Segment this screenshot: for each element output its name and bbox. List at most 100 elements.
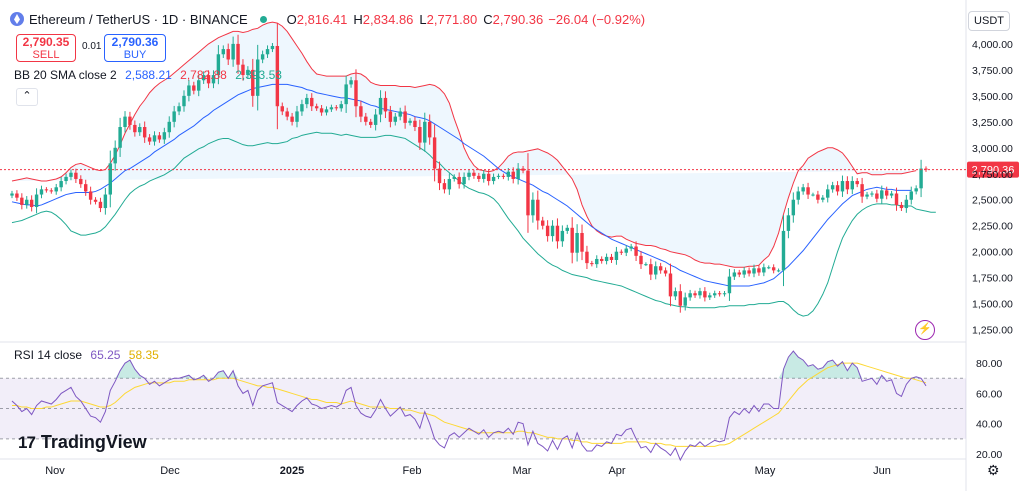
price-axis-tick: 1,500.00: [972, 299, 1013, 311]
candle-body: [123, 116, 127, 128]
candle-body: [860, 184, 864, 197]
low-value: 2,771.80: [426, 11, 478, 27]
candle-body: [604, 256, 609, 262]
candle-body: [216, 54, 221, 76]
candle-body: [619, 251, 624, 253]
candle-body: [629, 246, 633, 249]
candle-body: [34, 194, 39, 208]
candle-body: [59, 181, 63, 188]
candle-body: [54, 187, 58, 192]
candle-body: [182, 95, 186, 107]
candle-body: [25, 199, 29, 205]
candle-body: [260, 54, 265, 60]
candle-body: [668, 273, 673, 297]
tradingview-logo[interactable]: 17 TradingView: [18, 432, 147, 453]
candle-body: [300, 104, 304, 112]
candle-body: [373, 114, 378, 125]
candle-body: [157, 135, 162, 140]
bollinger-lower-line: [11, 131, 936, 317]
rsi-line: [11, 350, 927, 462]
symbol-title[interactable]: Ethereum / TetherUS · 1D · BINANCE: [29, 11, 248, 27]
candle-body: [437, 168, 442, 184]
candle-body: [364, 116, 368, 122]
candle-body: [79, 178, 83, 185]
candle-body: [226, 49, 230, 60]
candle-body: [624, 248, 628, 253]
bollinger-upper-line: [11, 21, 917, 268]
candle-body: [884, 190, 889, 196]
rsi-legend[interactable]: RSI 14 close 65.25 58.35: [14, 348, 159, 362]
candle-body: [678, 291, 683, 306]
candle-body: [285, 111, 289, 117]
candle-body: [221, 49, 226, 55]
candle-body: [531, 199, 535, 216]
lightning-icon[interactable]: ⚡: [915, 320, 935, 340]
candle-body: [172, 111, 176, 122]
candle-body: [192, 85, 196, 91]
rsi-axis-tick: 80.00: [976, 358, 1002, 370]
candle-body: [840, 181, 845, 192]
settings-gear-icon[interactable]: ⚙: [987, 462, 1000, 478]
price-axis-tick: 1,750.00: [972, 273, 1013, 285]
rsi-axis-tick: 40.00: [976, 419, 1002, 431]
candle-body: [138, 127, 142, 133]
sell-button[interactable]: 2,790.35 SELL: [16, 34, 76, 62]
symbol-header: Ethereum / TetherUS · 1D · BINANCE O 2,81…: [10, 9, 645, 29]
candle-body: [128, 116, 132, 125]
candle-body: [845, 181, 850, 190]
market-open-dot-icon: [259, 15, 267, 23]
candle-body: [614, 251, 619, 260]
currency-selector[interactable]: USDT: [968, 11, 1010, 31]
candle-body: [197, 80, 201, 91]
price-axis-tick: 3,000.00: [972, 143, 1013, 155]
candle-body: [806, 187, 810, 195]
candle-body: [305, 97, 309, 105]
open-value: 2,816.41: [296, 11, 348, 27]
candle-body: [167, 121, 171, 133]
candle-body: [39, 189, 44, 195]
candle-body: [889, 193, 894, 196]
candle-body: [658, 266, 663, 271]
candle-body: [826, 189, 830, 198]
candle-body: [206, 75, 211, 84]
candle-body: [708, 295, 712, 298]
candle-body: [776, 270, 781, 272]
buy-button[interactable]: 2,790.36 BUY: [104, 34, 166, 62]
candle-body: [865, 194, 869, 197]
candle-body: [423, 121, 427, 143]
rsi-axis-tick: 60.00: [976, 388, 1002, 400]
candle-body: [486, 173, 491, 182]
candle-body: [801, 187, 805, 192]
candle-body: [560, 230, 565, 242]
candle-body: [585, 251, 589, 264]
candle-body: [359, 106, 363, 117]
candle-body: [575, 232, 579, 253]
candle-body: [388, 111, 393, 122]
candle-body: [762, 267, 766, 273]
bollinger-legend[interactable]: BB 20 SMA close 2 2,588.21 2,782.88 2,39…: [14, 68, 282, 82]
rsi-label: RSI 14 close: [14, 348, 83, 362]
sell-price: 2,790.35: [22, 35, 70, 49]
collapse-chevron-icon[interactable]: ⌃: [16, 88, 38, 106]
candle-body: [673, 291, 678, 297]
close-label: C: [483, 11, 493, 27]
high-value: 2,834.86: [362, 11, 414, 27]
candle-body: [108, 163, 112, 195]
price-axis-tick: 4,000.00: [972, 39, 1013, 51]
candle-body: [418, 127, 422, 143]
candle-body: [462, 176, 466, 185]
time-axis-tick: May: [755, 465, 776, 477]
candle-body: [634, 246, 638, 256]
price-axis-tick: 1,250.00: [972, 325, 1013, 337]
candle-body: [187, 85, 191, 96]
candle-body: [580, 232, 584, 252]
candle-body: [771, 267, 776, 271]
candle-body: [526, 170, 530, 216]
candle-body: [349, 80, 353, 85]
candle-body: [280, 106, 284, 112]
candle-body: [354, 80, 358, 107]
candle-body: [737, 272, 741, 275]
candle-body: [894, 193, 899, 205]
candle-body: [786, 215, 791, 231]
